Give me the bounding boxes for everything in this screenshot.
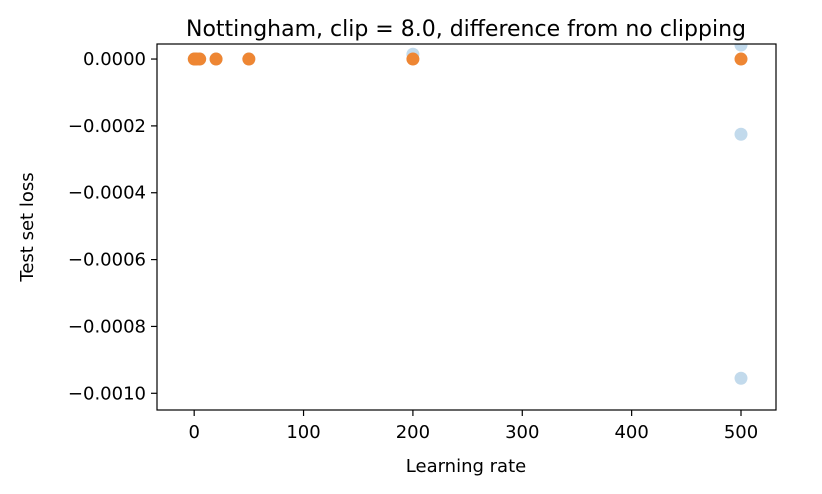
x-tick-label: 400 <box>614 422 648 443</box>
data-points <box>187 44 748 385</box>
scatter-point <box>242 52 256 66</box>
y-tick-label: −0.0004 <box>68 183 146 204</box>
x-tick-label: 300 <box>505 422 539 443</box>
y-axis: 0.0000 −0.0002 −0.0004 −0.0006 −0.0008 −0.001… <box>68 49 157 404</box>
x-axis: 0 100 200 300 400 500 <box>188 410 758 443</box>
x-tick-label: 500 <box>724 422 758 443</box>
x-tick-label: 200 <box>396 422 430 443</box>
x-axis-title: Learning rate <box>406 456 526 477</box>
y-tick-label: −0.0002 <box>68 116 146 137</box>
y-tick-label: 0.0000 <box>83 49 146 70</box>
chart-title: Nottingham, clip = 8.0, difference from … <box>186 17 746 42</box>
y-tick-label: −0.0006 <box>68 250 146 271</box>
y-tick-label: −0.0010 <box>68 383 146 404</box>
x-tick-label: 0 <box>188 422 199 443</box>
scatter-point <box>406 52 420 66</box>
scatter-point <box>734 371 748 385</box>
y-axis-title: Test set loss <box>17 172 38 282</box>
scatter-point <box>209 52 223 66</box>
scatter-point <box>193 52 207 66</box>
scatter-point <box>734 127 748 141</box>
x-tick-label: 100 <box>286 422 320 443</box>
y-tick-label: −0.0008 <box>68 316 146 337</box>
scatter-point <box>734 44 748 52</box>
plot-frame <box>156 43 777 411</box>
scatter-point <box>734 52 748 66</box>
